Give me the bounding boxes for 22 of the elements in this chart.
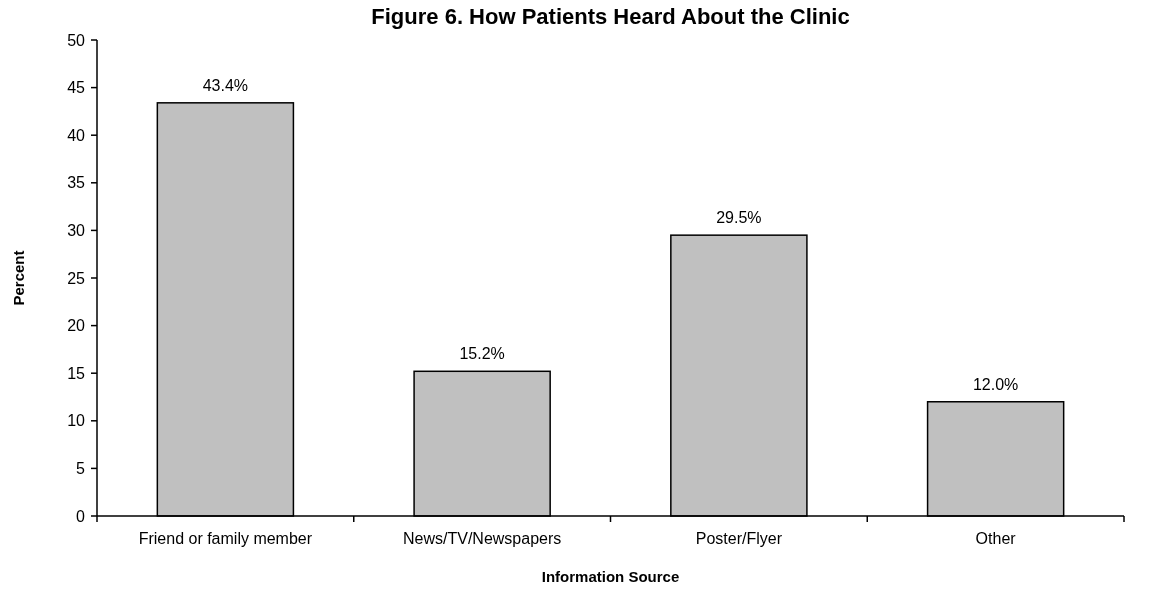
y-tick-label: 10 xyxy=(67,412,86,430)
x-tick-label: News/TV/Newspapers xyxy=(402,530,562,547)
y-tick-label: 35 xyxy=(67,174,86,192)
data-label: 43.4% xyxy=(202,76,249,94)
y-tick-label: 20 xyxy=(67,317,86,335)
y-tick-label: 0 xyxy=(76,507,86,525)
y-tick-label: 5 xyxy=(76,460,86,477)
data-label: 12.0% xyxy=(972,375,1019,393)
y-tick-label: 25 xyxy=(67,269,86,287)
y-tick-label: 50 xyxy=(67,31,86,49)
y-axis-title: Percent xyxy=(10,250,27,306)
y-tick-label: 45 xyxy=(67,79,86,97)
y-tick-label: 40 xyxy=(67,126,86,144)
data-label: 29.5% xyxy=(716,209,762,227)
x-tick-label: Poster/Flyer xyxy=(695,530,783,547)
x-tick-label: Other xyxy=(975,530,1017,547)
x-tick-label: Friend or family member xyxy=(138,530,313,547)
x-axis-title: Information Source xyxy=(541,568,680,585)
data-label: 15.2% xyxy=(459,345,505,363)
y-tick-label: 30 xyxy=(67,222,86,239)
chart-title: Figure 6. How Patients Heard About the Clinic xyxy=(371,4,850,29)
y-tick-label: 15 xyxy=(67,364,86,382)
